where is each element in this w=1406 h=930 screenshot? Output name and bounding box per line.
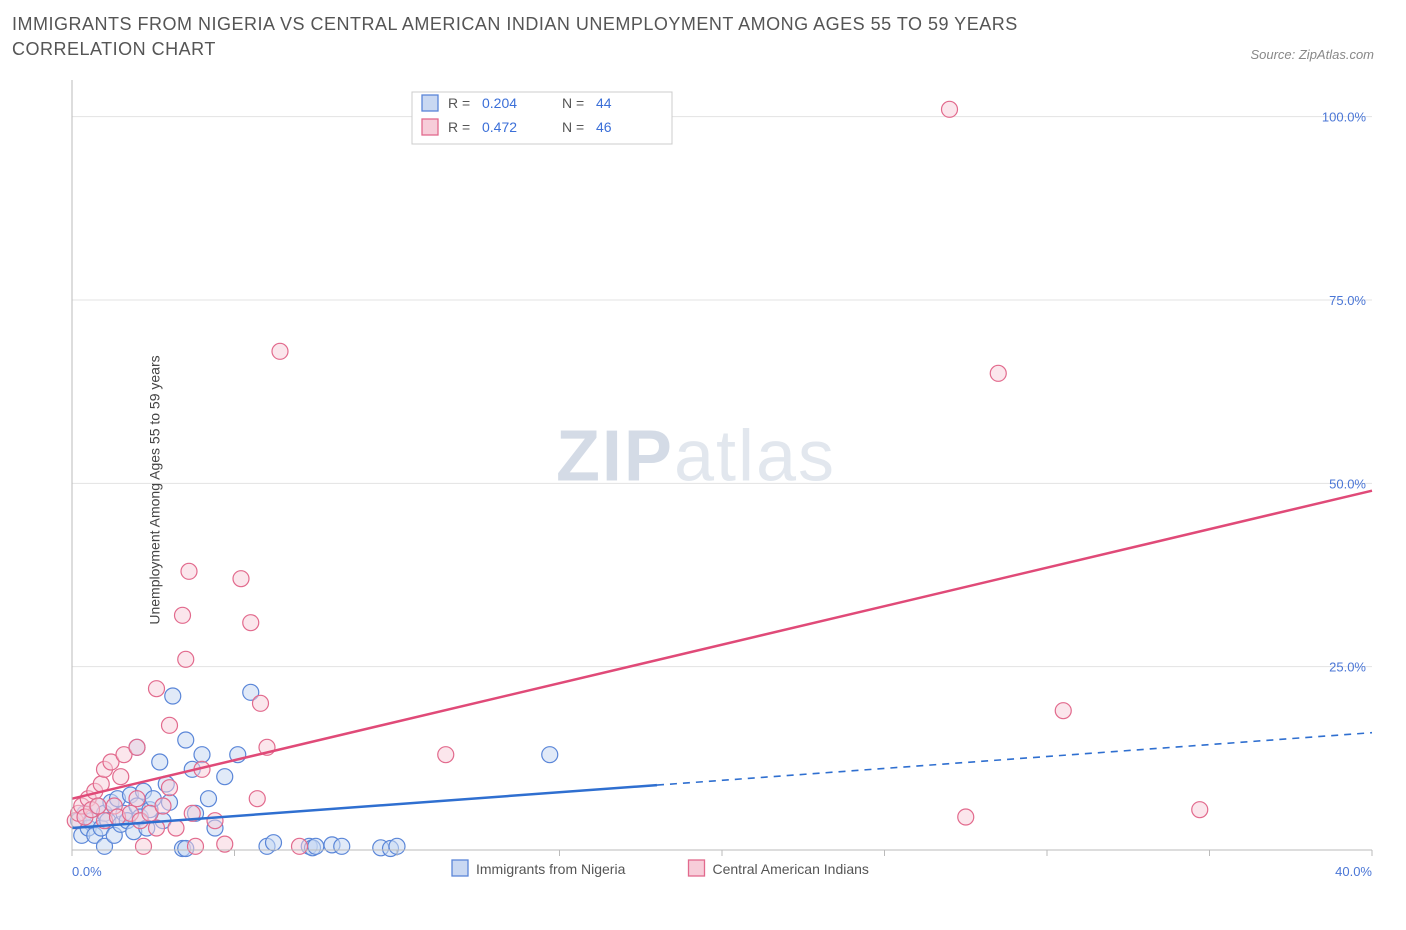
data-point	[162, 718, 178, 734]
data-point	[217, 769, 233, 785]
data-point	[334, 839, 350, 855]
data-point	[958, 809, 974, 825]
data-point	[90, 798, 106, 814]
data-point	[129, 740, 145, 756]
svg-text:N =: N =	[562, 119, 584, 135]
legend-label: Central American Indians	[713, 861, 869, 877]
legend-swatch	[452, 860, 468, 876]
data-point	[136, 839, 152, 855]
data-point	[233, 571, 249, 587]
svg-text:ZIPatlas: ZIPatlas	[556, 417, 836, 497]
data-point	[162, 780, 178, 796]
svg-text:R =: R =	[448, 95, 470, 111]
data-point	[178, 652, 194, 668]
data-point	[266, 835, 282, 851]
svg-text:75.0%: 75.0%	[1329, 293, 1366, 308]
svg-text:40.0%: 40.0%	[1335, 864, 1372, 879]
data-point	[113, 769, 129, 785]
svg-text:100.0%: 100.0%	[1322, 110, 1367, 125]
data-point	[181, 564, 197, 580]
data-point	[253, 696, 269, 712]
chart-container: Unemployment Among Ages 55 to 59 years 2…	[12, 70, 1392, 910]
scatter-chart: 25.0% 50.0% 75.0% 100.0% ZIPatlas 0.0% 40.0% R …	[12, 70, 1392, 910]
data-point	[308, 839, 324, 855]
svg-text:N =: N =	[562, 95, 584, 111]
source-attribution: Source: ZipAtlas.com	[1250, 47, 1394, 62]
data-point	[942, 102, 958, 118]
data-point	[165, 688, 181, 704]
svg-text:50.0%: 50.0%	[1329, 477, 1366, 492]
legend-label: Immigrants from Nigeria	[476, 861, 626, 877]
data-point	[178, 732, 194, 748]
data-point	[149, 681, 165, 697]
data-point	[207, 813, 223, 829]
svg-text:0.0%: 0.0%	[72, 864, 102, 879]
data-point	[129, 791, 145, 807]
legend-swatch	[689, 860, 705, 876]
data-point	[249, 791, 265, 807]
svg-text:46: 46	[596, 119, 612, 135]
data-point	[201, 791, 217, 807]
chart-title: IMMIGRANTS FROM NIGERIA VS CENTRAL AMERI…	[12, 12, 1112, 62]
data-point	[272, 344, 288, 360]
data-point	[152, 754, 168, 770]
data-point	[243, 615, 259, 631]
svg-text:0.204: 0.204	[482, 95, 517, 111]
data-point	[175, 608, 191, 624]
data-point	[292, 839, 308, 855]
y-axis-label: Unemployment Among Ages 55 to 59 years	[147, 356, 163, 625]
data-point	[155, 798, 171, 814]
svg-text:0.472: 0.472	[482, 119, 517, 135]
data-point	[194, 747, 210, 763]
data-point	[188, 839, 204, 855]
data-point	[542, 747, 558, 763]
data-point	[438, 747, 454, 763]
data-point	[990, 366, 1006, 382]
svg-text:25.0%: 25.0%	[1329, 660, 1366, 675]
data-point	[1192, 802, 1208, 818]
data-point	[1055, 703, 1071, 719]
data-point	[168, 820, 184, 836]
svg-text:R =: R =	[448, 119, 470, 135]
svg-text:44: 44	[596, 95, 612, 111]
